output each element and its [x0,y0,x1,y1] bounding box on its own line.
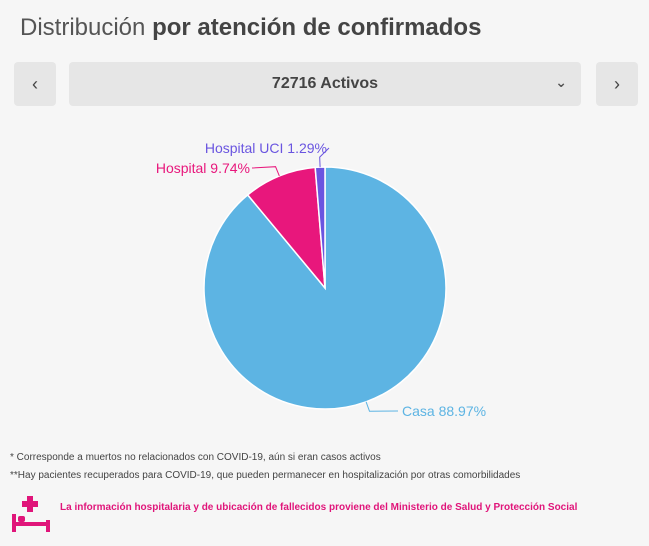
next-button[interactable]: › [596,62,638,106]
data-label-hospital: Hospital 9.74% [156,160,250,176]
chevron-left-icon: ‹ [32,73,38,94]
leader-line-hospital [251,166,280,177]
leader-line-hospital-uci [319,147,330,168]
chevron-right-icon: › [614,73,620,94]
footnote-2: **Hay pacientes recuperados para COVID-1… [10,470,521,481]
title-light: Distribución [20,14,146,41]
data-label-casa: Casa 88.97% [402,403,486,419]
hospital-bed-icon [12,496,50,532]
data-label-hospital-uci: Hospital UCI 1.29% [205,140,327,156]
pie-chart: Casa 88.97% Hospital 9.74% Hospital UCI 1.… [156,140,486,419]
pie-slice-hospital [246,166,326,291]
chevron-down-icon: ⌄ [555,74,567,90]
title-bold: por atención de confirmados [152,14,482,41]
status-select-value: 72716 Activos [271,75,379,92]
status-select[interactable]: 72716 Activos ⌄ [69,62,581,106]
page-title: Distribución por atención de confirmados [20,14,481,42]
leader-line-casa [365,401,399,412]
info-source-text: La información hospitalaria y de ubicaci… [60,502,578,513]
prev-button[interactable]: ‹ [14,62,56,106]
footnote-1: * Corresponde a muertos no relacionados … [10,452,381,463]
